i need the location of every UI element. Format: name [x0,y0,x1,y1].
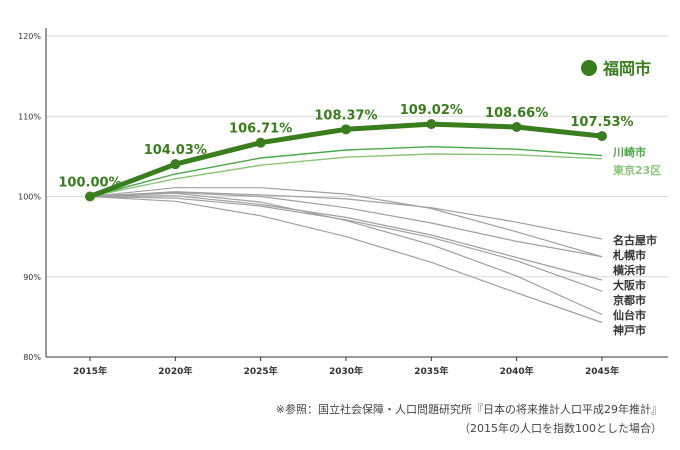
x-tick-label: 2030年 [329,365,363,377]
data-label: 107.53% [570,115,633,130]
series-label: 札幌市 [612,248,646,262]
index-note: （2015年の人口を指数100とした場合） [459,422,662,435]
series-label: 仙台市 [613,308,646,322]
y-tick-label: 100% [18,193,41,202]
data-point [340,124,351,135]
series-line [89,145,603,198]
series-label: 東京23区 [613,163,661,177]
data-point [170,159,181,170]
data-point [596,131,607,142]
data-point [255,137,266,148]
axes: 80% 90% 100% 110% 120% 2015年 2020年 2025年 2030年 20… [18,28,668,377]
series-line [89,195,603,281]
source-note: ※参照：国立社会保障・人口問題研究所『日本の将来推計人口平成29年推計』 [275,403,662,416]
series-line [87,121,605,199]
series-label: 名古屋市 [613,233,657,247]
x-tick-label: 2040年 [500,365,534,377]
data-label: 104.03% [144,143,207,158]
series-line [89,195,603,292]
y-tick-label: 80% [23,353,41,362]
green-series-group [89,145,603,198]
data-label: 106.71% [229,122,292,137]
x-tick-label: 2025年 [244,365,278,377]
series-label: 大阪市 [613,278,646,292]
series-label: 横浜市 [613,263,646,277]
series-line [89,191,603,240]
highlight-series-group: 100.00% 104.03% 106.71% 108.37% 109.02% 108.6… [58,103,634,202]
y-tick-label: 90% [23,273,41,282]
y-tick-label: 110% [18,112,41,121]
data-label: 100.00% [58,176,121,191]
series-label: 川崎市 [612,145,646,159]
data-label: 108.66% [485,106,548,121]
data-label: 108.37% [314,108,377,123]
series-line [89,191,603,258]
x-tick-label: 2045年 [585,365,619,377]
series-line [89,195,603,324]
data-point [85,191,95,202]
series-label: 京都市 [613,293,646,307]
data-label: 109.02% [400,103,463,118]
gray-series-group [89,187,603,324]
series-line [89,192,603,316]
x-tick-label: 2035年 [414,365,448,377]
data-point [426,119,437,130]
legend: 福岡市 [581,59,651,78]
x-tick-label: 2015年 [73,365,107,377]
series-line [89,187,603,258]
x-tick-label: 2020年 [158,365,192,377]
series-line [89,153,603,198]
data-point [511,122,522,133]
series-label: 神戸市 [613,323,646,337]
legend-label: 福岡市 [602,59,651,78]
legend-marker [581,60,597,76]
y-tick-label: 120% [18,32,41,41]
